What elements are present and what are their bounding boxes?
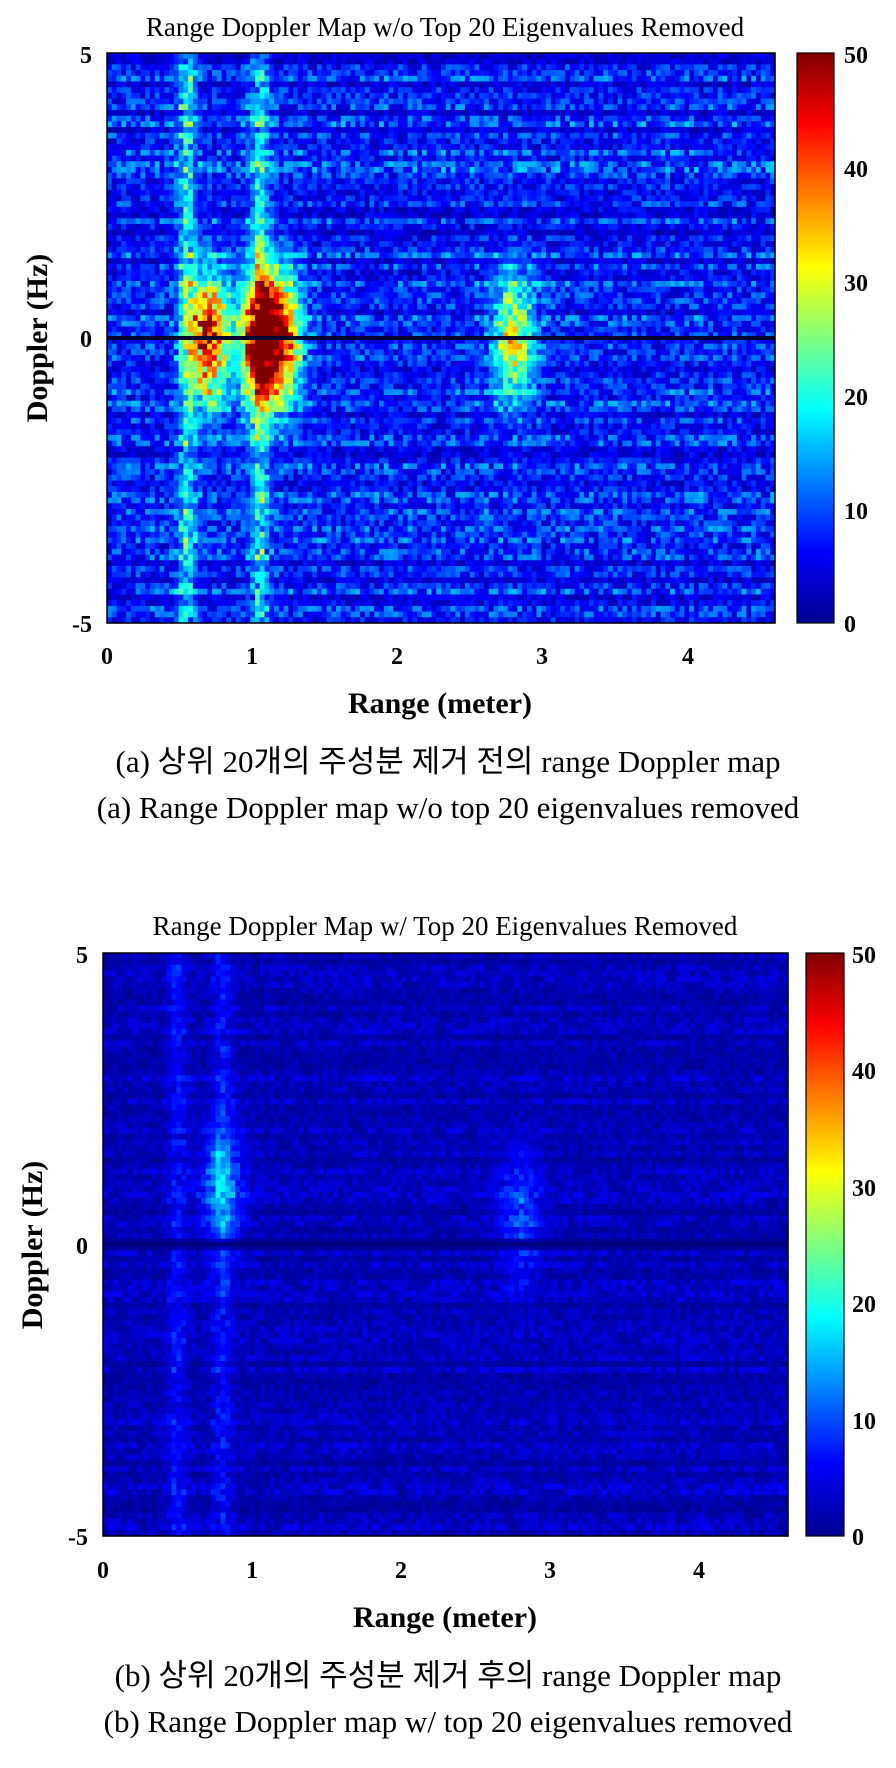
chart-b-ytick-neg5: -5 [68, 1525, 88, 1551]
chart-b-xtick-3: 3 [544, 1558, 556, 1584]
chart-b-heatmap [103, 953, 789, 1537]
chart-b-cbar-20: 20 [852, 1292, 876, 1318]
chart-a-ytick-0: 0 [80, 327, 92, 353]
chart-a-xtick-2: 2 [391, 644, 403, 670]
chart-a-xtick-1: 1 [246, 644, 258, 670]
chart-a-heatmap [107, 53, 776, 624]
chart-a-cbar-30: 30 [844, 271, 868, 297]
chart-b-xtick-1: 1 [246, 1558, 258, 1584]
caption-a-korean: (a) 상위 20개의 주성분 제거 전의 range Doppler map [0, 736, 896, 781]
chart-b-x-ticks: 0 1 2 3 4 [97, 1558, 705, 1584]
chart-b-y-ticks: 5 0 -5 [68, 943, 88, 1551]
chart-b-plot-frame [102, 952, 789, 1537]
chart-b-xtick-2: 2 [395, 1558, 407, 1584]
chart-a-x-ticks: 0 1 2 3 4 [101, 644, 694, 670]
chart-b-xtick-0: 0 [97, 1558, 109, 1584]
chart-a-cbar-10: 10 [844, 499, 868, 525]
chart-a-cbar-20: 20 [844, 385, 868, 411]
chart-b: Range Doppler Map w/ Top 20 Eigenvalues … [16, 911, 876, 1634]
chart-b-xtick-4: 4 [693, 1558, 705, 1584]
chart-b-cbar-0: 0 [852, 1525, 864, 1551]
caption-a-english: (a) Range Doppler map w/o top 20 eigenva… [0, 790, 896, 826]
chart-b-cbar-40: 40 [852, 1059, 876, 1085]
chart-a-ytick-5: 5 [80, 43, 92, 69]
heatA-zero-doppler-line [107, 336, 775, 340]
chart-b-title: Range Doppler Map w/ Top 20 Eigenvalues … [153, 911, 738, 941]
chart-a-cbar-50: 50 [844, 43, 868, 69]
chart-a-xtick-3: 3 [536, 644, 548, 670]
chart-a: Range Doppler Map w/o Top 20 Eigenvalues… [21, 12, 868, 720]
chart-b-ytick-0: 0 [76, 1234, 88, 1260]
chart-a-colorbar: 50 40 30 20 10 0 [796, 43, 868, 638]
chart-a-cbar-0: 0 [844, 612, 856, 638]
chart-a-ylabel: Doppler (Hz) [21, 254, 54, 423]
chart-a-cbar-40: 40 [844, 157, 868, 183]
chart-b-ylabel: Doppler (Hz) [16, 1161, 49, 1330]
chart-a-xtick-4: 4 [682, 644, 694, 670]
chart-a-colorbar-scale [796, 52, 835, 624]
chart-a-ytick-neg5: -5 [72, 612, 92, 638]
chart-a-title: Range Doppler Map w/o Top 20 Eigenvalues… [146, 12, 745, 42]
chart-b-cbar-50: 50 [852, 943, 876, 969]
chart-b-cbar-30: 30 [852, 1176, 876, 1202]
heatB-zero-doppler-line [103, 1242, 788, 1247]
chart-b-colorbar: 50 40 30 20 10 0 [805, 943, 876, 1551]
chart-b-xlabel: Range (meter) [353, 1601, 537, 1634]
chart-b-cbar-10: 10 [852, 1409, 876, 1435]
chart-a-y-ticks: 5 0 -5 [72, 43, 92, 638]
chart-a-plot-frame [106, 52, 776, 624]
chart-b-ytick-5: 5 [76, 943, 88, 969]
chart-a-xlabel: Range (meter) [348, 687, 532, 720]
chart-a-xtick-0: 0 [101, 644, 113, 670]
caption-b-english: (b) Range Doppler map w/ top 20 eigenval… [0, 1704, 896, 1740]
chart-b-colorbar-scale [805, 952, 845, 1537]
caption-b-korean: (b) 상위 20개의 주성분 제거 후의 range Doppler map [0, 1650, 896, 1695]
